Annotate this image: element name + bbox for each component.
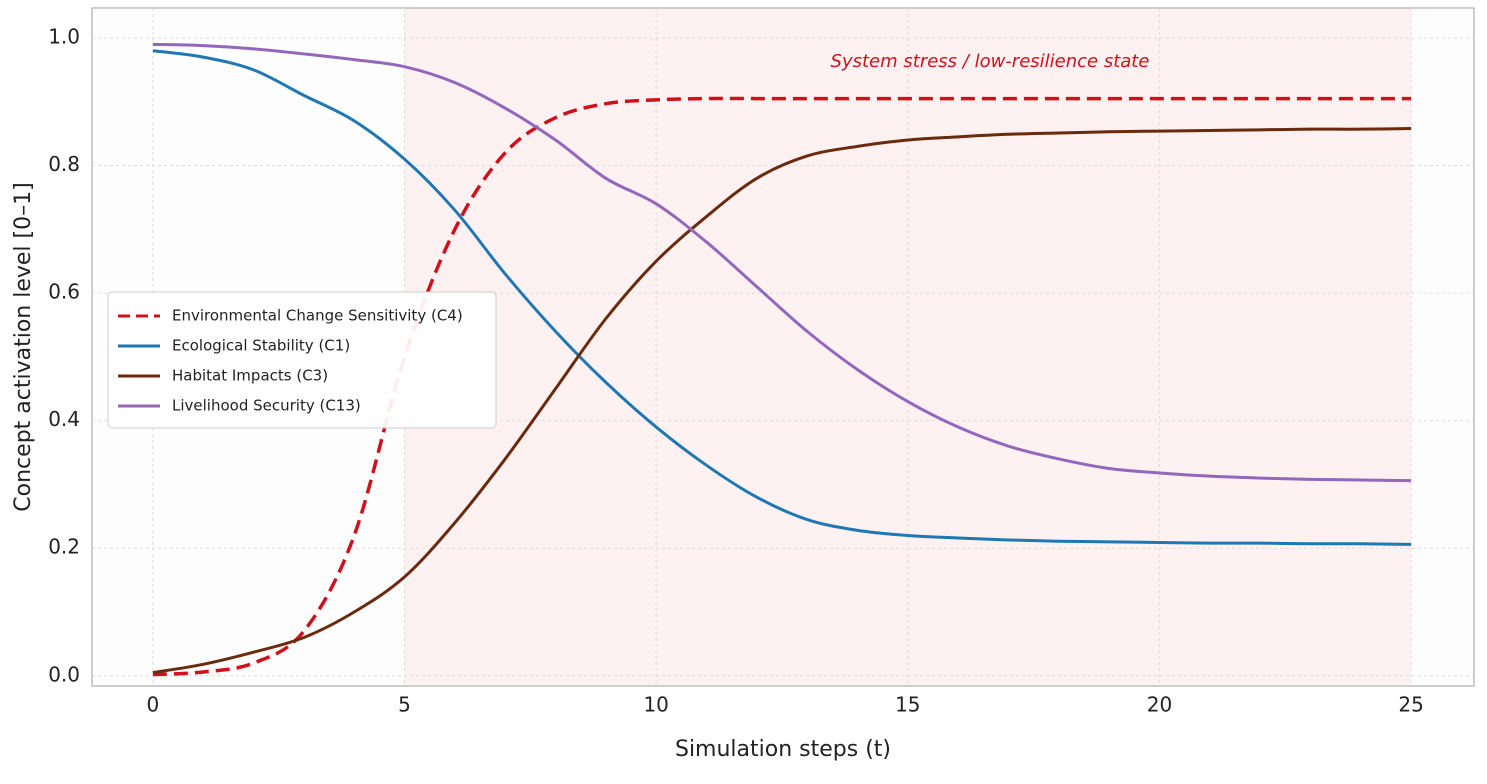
x-tick-label: 5 (398, 693, 411, 717)
y-tick-label: 0.4 (48, 407, 80, 431)
y-tick-label: 0.2 (48, 535, 80, 559)
x-tick-label: 0 (147, 693, 160, 717)
y-axis-label: Concept activation level [0–1] (11, 182, 36, 511)
y-tick-label: 0.8 (48, 152, 80, 176)
y-tick-label: 0.6 (48, 280, 80, 304)
legend-label: Ecological Stability (C1) (172, 337, 350, 355)
legend-label: Livelihood Security (C13) (172, 397, 361, 415)
annotation: System stress / low-resilience state (831, 51, 1150, 72)
legend-box (107, 291, 497, 429)
x-tick-label: 15 (895, 693, 920, 717)
legend-label: Environmental Change Sensitivity (C4) (172, 307, 463, 325)
x-tick-label: 20 (1147, 693, 1172, 717)
legend: Environmental Change Sensitivity (C4) Eco… (107, 291, 497, 429)
x-tick-label: 10 (643, 693, 668, 717)
series-line (152, 49, 1412, 546)
legend-label: Habitat Impacts (C3) (172, 367, 328, 385)
series-line (152, 42, 1412, 483)
y-tick-label: 1.0 (48, 24, 80, 48)
series-line (152, 127, 1412, 675)
y-tick-label: 0.0 (48, 662, 80, 686)
x-tick-label: 25 (1398, 693, 1423, 717)
x-axis-label: Simulation steps (t) (675, 737, 891, 762)
